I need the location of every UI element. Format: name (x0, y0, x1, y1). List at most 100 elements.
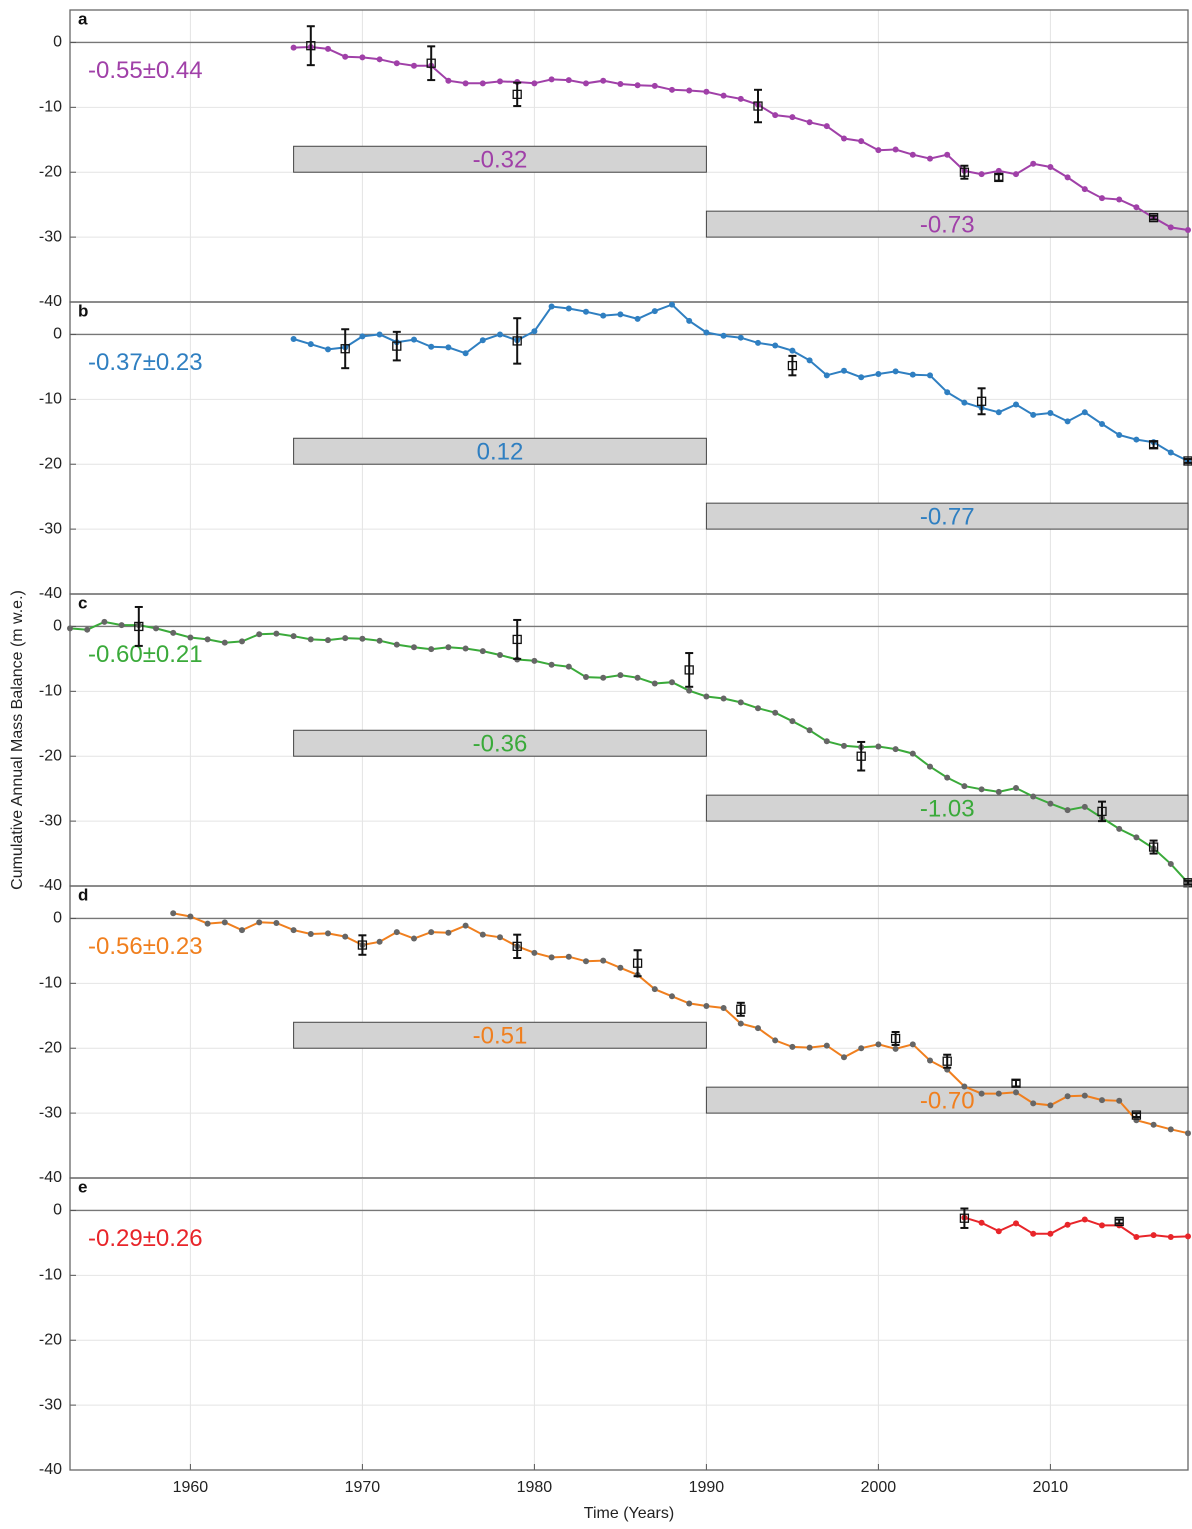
series-point (548, 661, 555, 668)
observation-point (994, 172, 1004, 183)
y-tick-label: -20 (39, 1039, 62, 1056)
series-point (187, 634, 194, 641)
series-point (823, 1042, 830, 1049)
series-point (239, 638, 245, 645)
series-point (841, 1054, 847, 1061)
series-point (1013, 401, 1019, 408)
observation-point (684, 665, 694, 675)
series-point (995, 409, 1002, 416)
x-tick-label: 1980 (517, 1479, 553, 1496)
series-point (737, 334, 744, 341)
period-box (293, 729, 707, 757)
series-point (1133, 1234, 1140, 1241)
series-point (497, 934, 503, 941)
series-point (634, 82, 641, 89)
error-bar (994, 173, 1003, 182)
series-point (1064, 418, 1071, 425)
period-rate-label: -0.51 (473, 1023, 528, 1050)
series-point (497, 331, 503, 338)
observation-point (512, 89, 522, 100)
observation-point (512, 634, 522, 645)
series-point (1167, 224, 1174, 231)
y-tick-label: -10 (39, 975, 62, 992)
series-point (239, 927, 245, 934)
series-point (995, 167, 1002, 174)
rate-annotation: -0.56±0.23 (88, 933, 203, 960)
series-point (737, 699, 744, 706)
series-point (445, 644, 452, 651)
y-tick-label: 0 (53, 910, 62, 927)
series-point (978, 1219, 985, 1226)
series-point (1099, 195, 1105, 202)
series-point (67, 625, 73, 632)
error-bar (358, 934, 367, 956)
series-point (84, 626, 91, 633)
period-box (705, 210, 1189, 238)
series-point (325, 637, 331, 644)
period-box (705, 794, 1189, 822)
y-tick-label: -40 (39, 1169, 62, 1186)
series-point (1047, 409, 1054, 416)
observation-point (753, 101, 763, 111)
observation-point (787, 360, 798, 371)
series-point (118, 622, 125, 629)
period-box (293, 145, 707, 173)
error-bar (754, 88, 762, 124)
observation-point (856, 751, 866, 761)
series-point (1013, 1089, 1019, 1096)
series-point (600, 77, 607, 84)
series-point (772, 342, 779, 349)
series-point (1030, 411, 1037, 418)
series-point (703, 88, 710, 95)
series-point (720, 92, 727, 99)
y-tick-label: -20 (39, 747, 62, 764)
series-point (978, 786, 985, 793)
series-point (497, 78, 503, 85)
observation-point (632, 958, 643, 968)
series-point (1116, 196, 1123, 203)
series-point (995, 1090, 1002, 1097)
series-point (720, 1004, 727, 1011)
observation-point (426, 58, 436, 68)
series-point (359, 635, 366, 642)
observation-point (1148, 842, 1159, 852)
y-tick-label: -30 (39, 228, 62, 245)
y-tick-label: -40 (39, 293, 62, 310)
series-point (565, 953, 572, 960)
series-point (204, 636, 211, 643)
error-bar (1184, 458, 1192, 464)
series-point (703, 1003, 710, 1010)
series-point (376, 56, 383, 63)
series-point (686, 1000, 693, 1007)
series-point (617, 311, 624, 318)
y-tick-label: -20 (39, 1331, 62, 1348)
y-tick-label: 0 (53, 326, 62, 343)
observation-point (306, 41, 316, 51)
error-bar (513, 81, 522, 108)
series-point (1133, 204, 1140, 211)
series-point (1081, 186, 1088, 193)
series-point (995, 1228, 1002, 1235)
panel: 0 -10 -20 -30 -40 c -0.60±0.21 -0.36 -1.03 Cumula… (9, 590, 1192, 894)
series-point (927, 155, 933, 162)
series-point (755, 339, 761, 346)
series-point (875, 1041, 882, 1048)
series-point (772, 112, 779, 119)
period-box (705, 502, 1189, 530)
series-point (617, 80, 624, 87)
x-axis-label: Time (Years) (584, 1505, 674, 1522)
observation-point (1148, 440, 1159, 450)
series-point (1099, 420, 1105, 427)
series-point (892, 368, 899, 375)
series-point (841, 367, 847, 374)
series-point (772, 1037, 779, 1044)
series-point (1047, 164, 1054, 171)
y-tick-label: -10 (39, 99, 62, 116)
series-point (634, 674, 641, 681)
series-point (342, 53, 349, 60)
series-point (892, 146, 899, 153)
series-point (806, 357, 813, 364)
series-point (1064, 807, 1071, 814)
series-point (651, 82, 658, 89)
